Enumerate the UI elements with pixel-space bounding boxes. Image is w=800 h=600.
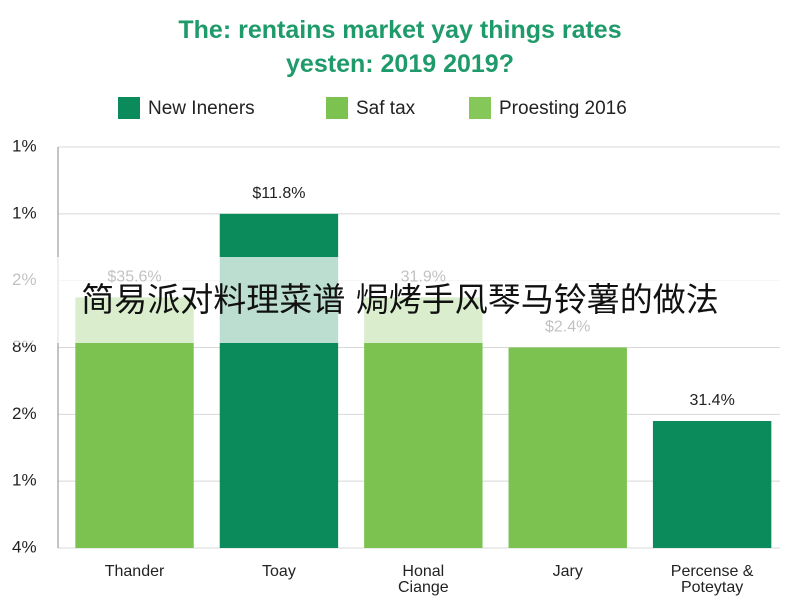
y-tick-label: 4% [12, 537, 37, 556]
y-tick-label: 2% [12, 404, 37, 423]
bar-label: 31.4% [689, 392, 734, 409]
bar [508, 347, 627, 548]
chart-title: The: rentains market yay things rates [178, 16, 622, 44]
x-tick-label: Percense & Poteytay [670, 563, 754, 596]
legend-swatch [118, 97, 140, 119]
x-tick-label: Toay [262, 563, 296, 580]
legend-label: Proesting 2016 [499, 98, 627, 119]
x-tick-label: Honal Ciange [397, 563, 449, 596]
y-tick-label: 1% [12, 203, 37, 222]
legend-swatch [469, 97, 491, 119]
overlay-caption: 简易派对料理菜谱 焗烤手风琴马铃薯的做法 [0, 257, 800, 343]
chart-title: yesten: 2019 2019? [286, 50, 514, 78]
x-tick-label: Thander [104, 563, 165, 580]
legend-label: New Ineners [148, 98, 255, 119]
bar [652, 421, 772, 548]
legend-swatch [326, 97, 348, 119]
x-tick-label: Jary [552, 563, 583, 580]
legend-label: Saf tax [356, 98, 416, 119]
bar-label: $11.8% [252, 185, 305, 202]
y-tick-label: 1% [12, 136, 37, 155]
y-tick-label: 1% [12, 471, 37, 490]
